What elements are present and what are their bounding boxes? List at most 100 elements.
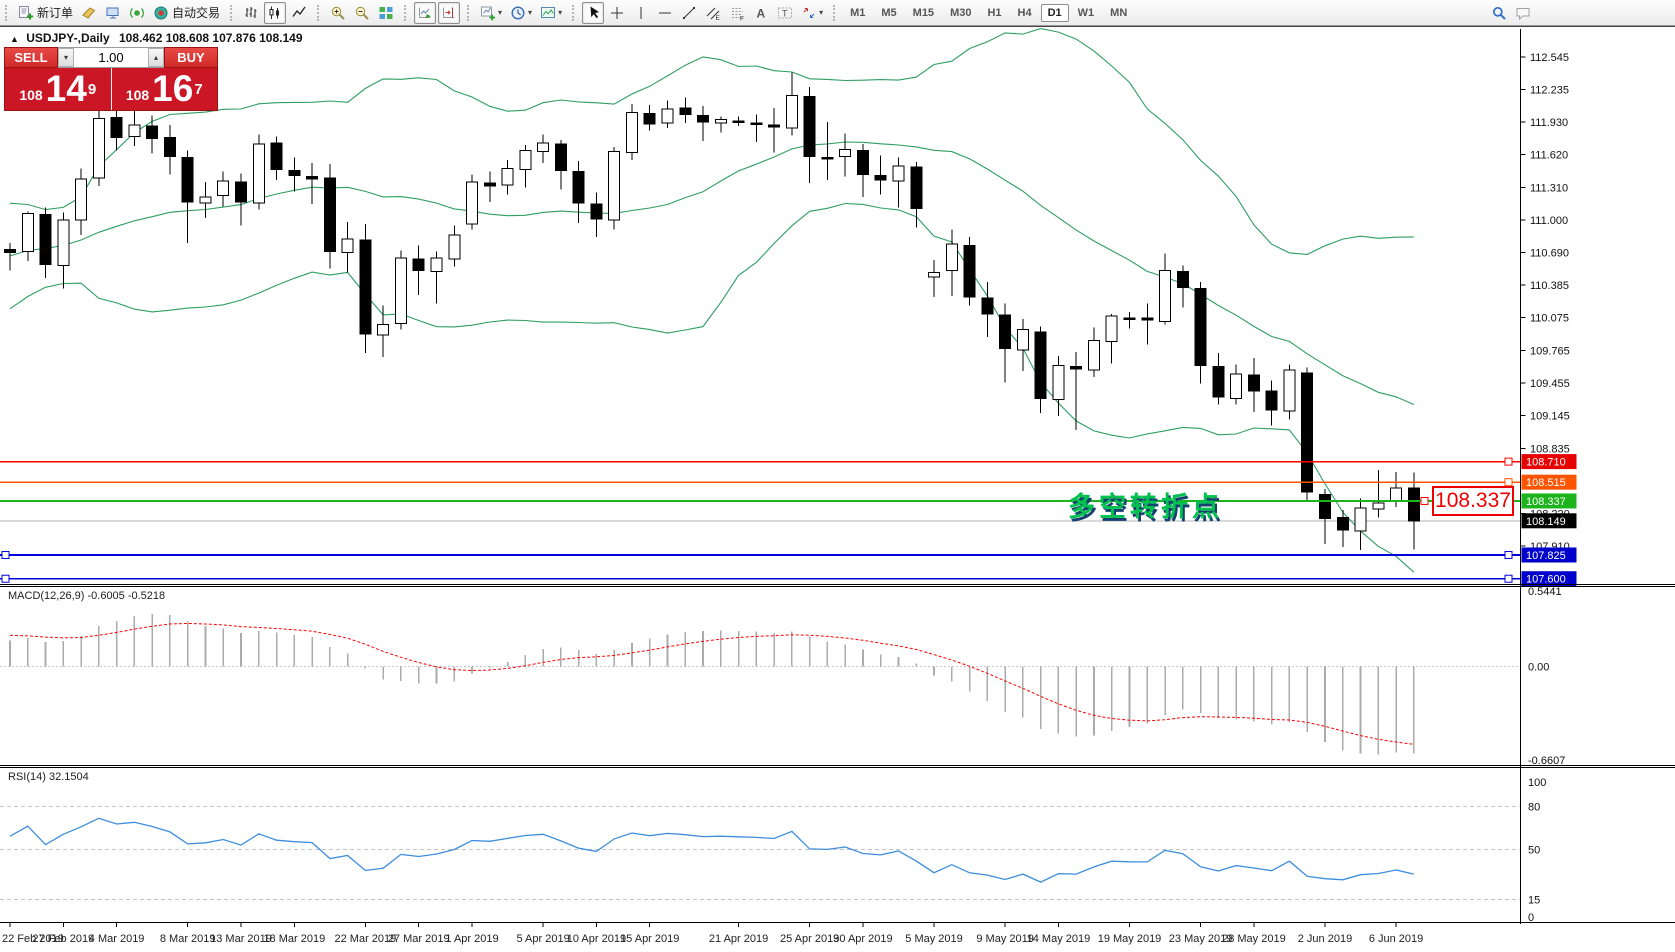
- price-axis[interactable]: 112.545 112.235 111.930 111.620 111.310 111.0…: [1520, 29, 1577, 924]
- chart-plot-area[interactable]: [0, 27, 1520, 584]
- candle: [1372, 502, 1385, 510]
- hline-handle[interactable]: [1504, 550, 1513, 559]
- timeframe-button-h4[interactable]: H4: [1017, 6, 1032, 19]
- volume-input[interactable]: [74, 48, 148, 67]
- timeframe-button-d1[interactable]: D1: [1040, 3, 1069, 22]
- candle: [1230, 373, 1243, 399]
- rsi-name: RSI(14): [8, 771, 46, 783]
- toolbar-button-bar-chart[interactable]: [240, 2, 262, 24]
- candle: [1123, 317, 1136, 321]
- svg-text:A: A: [757, 6, 766, 20]
- candle: [394, 257, 407, 324]
- toolbar-button-tag[interactable]: [78, 2, 100, 24]
- toolbar-button-hline[interactable]: [654, 2, 676, 24]
- toolbar-button-terminal[interactable]: [102, 2, 124, 24]
- toolbar-button-new-chart[interactable]: ▾: [477, 2, 505, 24]
- timeframe-button-mn[interactable]: MN: [1110, 6, 1128, 19]
- signal-icon: [130, 7, 144, 18]
- toolbar-button-fibonacci[interactable]: F: [726, 2, 748, 24]
- price-tick-label: 110.690: [1530, 248, 1569, 260]
- timeframe-button-m1[interactable]: M1: [850, 6, 866, 19]
- toolbar-button-chat[interactable]: [1512, 2, 1534, 24]
- hline-handle[interactable]: [1, 550, 10, 559]
- text-label-icon: T: [778, 7, 793, 18]
- toolbar-button-new-order[interactable]: 新订单: [15, 2, 76, 24]
- candle: [643, 112, 656, 125]
- timeframe-button-m30[interactable]: M30: [950, 6, 972, 19]
- toolbar-button-zoom-out[interactable]: [351, 2, 373, 24]
- collapse-panel-icon[interactable]: ▲: [10, 34, 19, 44]
- hline-handle[interactable]: [1504, 574, 1513, 583]
- toolbar-button-zoom-in[interactable]: [327, 2, 349, 24]
- hline-handle[interactable]: [1, 574, 10, 583]
- toolbar-button-signal[interactable]: [126, 2, 148, 24]
- toolbar-button-trendline[interactable]: [678, 2, 700, 24]
- toolbar-button-text[interactable]: A: [750, 2, 772, 24]
- candle: [661, 108, 674, 124]
- date-tick-label: 30 Apr 2019: [833, 933, 892, 945]
- price-tick-label: 111.000: [1530, 215, 1568, 227]
- toolbar-button-text-label[interactable]: T: [774, 2, 796, 24]
- timeframe-button-w1[interactable]: W1: [1077, 6, 1095, 19]
- price-label-badge: [1521, 547, 1577, 563]
- candle: [714, 119, 727, 124]
- candle: [1194, 288, 1207, 367]
- buy-price-prefix: 108: [125, 87, 150, 103]
- sell-price-main: 14: [45, 68, 87, 109]
- timeframe-button-m5[interactable]: M5: [881, 6, 897, 19]
- price-label-badge: [1521, 493, 1577, 509]
- toolbar-button-auto-scroll[interactable]: [414, 1, 437, 24]
- candle: [999, 314, 1012, 350]
- price-tick-label: 111.930: [1530, 117, 1568, 129]
- toolbar-group: [227, 0, 314, 26]
- volume-increase-button[interactable]: ▴: [148, 48, 164, 67]
- bollinger-lower-band: [9, 202, 1415, 573]
- toolbar-button-arrows[interactable]: ▾: [798, 2, 826, 24]
- candle: [874, 175, 887, 181]
- hline-handle[interactable]: [1504, 478, 1513, 487]
- zoom-out-icon: [355, 6, 369, 20]
- text-annotation-object[interactable]: 多空转折点: [1068, 492, 1223, 522]
- toolbar-button-label: 新订单: [37, 6, 74, 20]
- hline-handle[interactable]: [1504, 457, 1513, 466]
- toolbar-button-template[interactable]: ▾: [537, 2, 565, 24]
- candle: [448, 234, 461, 260]
- volume-decrease-button[interactable]: ▾: [58, 48, 74, 67]
- horizontal-level-lines[interactable]: [0, 457, 1520, 583]
- buy-price-display[interactable]: 108 16 7: [112, 68, 218, 110]
- candle: [945, 243, 958, 272]
- price-callout-label[interactable]: 108.337: [1432, 486, 1514, 516]
- toolbar-button-search[interactable]: [1488, 2, 1510, 24]
- timeframe-button-h1[interactable]: H1: [987, 6, 1002, 19]
- toolbar-button-tile-windows[interactable]: [375, 2, 397, 24]
- toolbar-button-autotrade[interactable]: 自动交易: [150, 2, 223, 24]
- candle: [910, 166, 923, 209]
- toolbar-button-vline[interactable]: [630, 2, 652, 24]
- toolbar-button-cursor[interactable]: [582, 1, 605, 24]
- symbol-period-label: USDJPY-,Daily: [26, 31, 110, 45]
- date-tick-label: 9 May 2019: [976, 933, 1033, 945]
- chevron-down-icon: ▾: [819, 8, 824, 17]
- svg-text:E: E: [716, 15, 721, 21]
- timeframe-button-m15[interactable]: M15: [912, 6, 935, 19]
- candle: [252, 143, 265, 204]
- sell-price-display[interactable]: 108 14 9: [5, 68, 112, 110]
- toolbar-button-candle-chart[interactable]: [264, 1, 287, 24]
- period-icon: [511, 5, 525, 20]
- toolbar-button-chart-shift[interactable]: [438, 1, 461, 24]
- tag-icon: [82, 6, 96, 19]
- toolbar-button-channel[interactable]: E: [702, 2, 724, 24]
- toolbar-button-crosshair[interactable]: [606, 2, 628, 24]
- buy-button[interactable]: BUY: [164, 47, 218, 68]
- sell-button[interactable]: SELL: [4, 47, 58, 68]
- price-tick-label: 109.145: [1530, 411, 1570, 423]
- rsi-scale-label: 0: [1528, 912, 1534, 924]
- toolbar-button-period[interactable]: ▾: [507, 2, 535, 24]
- candle: [92, 118, 105, 179]
- zoom-in-icon: [331, 6, 345, 20]
- toolbar-group: ▾ ▾ ▾: [464, 0, 569, 26]
- price-tick-label: 111.310: [1530, 182, 1568, 194]
- search-icon: [1492, 6, 1506, 20]
- toolbar-button-line-chart[interactable]: [288, 2, 310, 24]
